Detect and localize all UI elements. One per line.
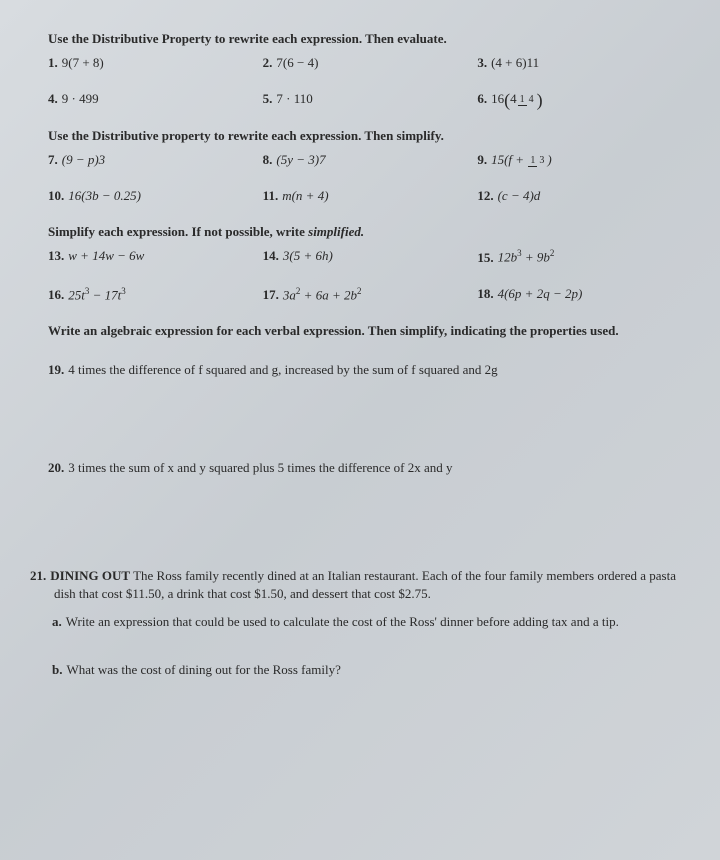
- q15: 15.12b3 + 9b2: [477, 247, 692, 267]
- q14-num: 14.: [263, 248, 279, 263]
- q8: 8.(5y − 3)7: [263, 151, 478, 169]
- section2-row2: 10. 16(3b − 0.25) 11.m(n + 4) 12. (c − 4)d: [48, 187, 692, 205]
- q14: 14. 3(5 + 6h): [263, 247, 478, 267]
- q6-num: 6.: [477, 91, 487, 106]
- q14-expr: 3(5 + 6h): [283, 248, 333, 263]
- q3-num: 3.: [477, 55, 487, 70]
- section3-heading-a: Simplify each expression. If not possibl…: [48, 224, 308, 239]
- q9-num: 9.: [477, 152, 487, 167]
- section1-row2: 4.9 · 499 5.7 · 110 6.16(414): [48, 90, 692, 108]
- q17-exp2: 2: [357, 286, 362, 296]
- q9: 9. 15(f + 13): [477, 151, 692, 169]
- q3: 3. (4 + 6)11: [477, 54, 692, 72]
- q11-num: 11.: [263, 188, 279, 203]
- q7: 7. (9 − p)3: [48, 151, 263, 169]
- q21a: a. Write an expression that could be used…: [52, 613, 692, 631]
- q6-frac-bot: 4: [527, 94, 536, 105]
- q9-b: ): [547, 152, 551, 167]
- q17: 17.3a2 + 6a + 2b2: [263, 285, 478, 305]
- section1-heading: Use the Distributive Property to rewrite…: [48, 30, 692, 48]
- q21-title: DINING OUT: [50, 568, 130, 583]
- q7-num: 7.: [48, 152, 58, 167]
- q13-expr: w + 14w − 6w: [68, 248, 144, 263]
- q10-expr: 16(3b − 0.25): [68, 188, 141, 203]
- section3-heading: Simplify each expression. If not possibl…: [48, 223, 692, 241]
- q21-text: The Ross family recently dined at an Ita…: [54, 568, 676, 601]
- q21a-text: Write an expression that could be used t…: [66, 614, 619, 629]
- q18-expr: 4(6p + 2q − 2p): [498, 286, 583, 301]
- q18: 18. 4(6p + 2q − 2p): [477, 285, 692, 305]
- q15-a: 12b: [498, 250, 518, 265]
- q16-b: − 17t: [89, 287, 121, 302]
- q19-num: 19.: [48, 362, 64, 377]
- q19: 19. 4 times the difference of f squared a…: [48, 361, 692, 379]
- q2-num: 2.: [263, 55, 273, 70]
- q4-num: 4.: [48, 91, 58, 106]
- q5: 5.7 · 110: [263, 90, 478, 108]
- q5-num: 5.: [263, 91, 273, 106]
- section4-heading: Write an algebraic expression for each v…: [48, 322, 692, 340]
- q6-frac: 14: [518, 95, 536, 105]
- q1-num: 1.: [48, 55, 58, 70]
- q15-num: 15.: [477, 250, 493, 265]
- q8-num: 8.: [263, 152, 273, 167]
- q16-exp2: 3: [121, 286, 126, 296]
- q10: 10. 16(3b − 0.25): [48, 187, 263, 205]
- q12-num: 12.: [477, 188, 493, 203]
- q15-exp2: 2: [550, 248, 555, 258]
- q11-expr: m(n + 4): [282, 188, 328, 203]
- q17-b: + 6a + 2b: [300, 287, 357, 302]
- q20-text: 3 times the sum of x and y squared plus …: [68, 460, 452, 475]
- section3-heading-b: simplified.: [308, 224, 364, 239]
- section3-row2: 16.25t3 − 17t3 17.3a2 + 6a + 2b2 18.4(6p…: [48, 285, 692, 305]
- q21b-num: b.: [52, 662, 62, 677]
- q16-num: 16.: [48, 287, 64, 302]
- q13: 13. w + 14w − 6w: [48, 247, 263, 267]
- q4-expr: 9 · 499: [62, 91, 99, 106]
- q6-a: 16: [491, 91, 504, 106]
- section2-row1: 7. (9 − p)3 8.(5y − 3)7 9. 15(f + 13): [48, 151, 692, 169]
- rparen-icon: ): [537, 90, 543, 110]
- q10-num: 10.: [48, 188, 64, 203]
- q20: 20. 3 times the sum of x and y squared pl…: [48, 459, 692, 477]
- q12-expr: (c − 4)d: [498, 188, 541, 203]
- section2-heading: Use the Distributive property to rewrite…: [48, 127, 692, 145]
- q16: 16.25t3 − 17t3: [48, 285, 263, 305]
- q4: 4. 9 · 499: [48, 90, 263, 108]
- q9-a: 15(f +: [491, 152, 527, 167]
- q21-body: 21. DINING OUT The Ross family recently d…: [30, 567, 692, 603]
- q7-expr: (9 − p)3: [62, 152, 105, 167]
- q9-frac: 13: [528, 156, 546, 166]
- q6-b: 4: [510, 91, 517, 106]
- q16-a: 25t: [68, 287, 85, 302]
- q21: 21. DINING OUT The Ross family recently d…: [30, 567, 692, 680]
- q6-frac-top: 1: [518, 94, 527, 106]
- q18-num: 18.: [477, 286, 493, 301]
- q11: 11.m(n + 4): [263, 187, 478, 205]
- q21b: b. What was the cost of dining out for th…: [52, 661, 692, 679]
- q1: 1. 9(7 + 8): [48, 54, 263, 72]
- section1-row1: 1. 9(7 + 8) 2.7(6 − 4) 3. (4 + 6)11: [48, 54, 692, 72]
- q20-num: 20.: [48, 460, 64, 475]
- q21b-text: What was the cost of dining out for the …: [66, 662, 340, 677]
- section3-row1: 13.w + 14w − 6w 14.3(5 + 6h) 15.12b3 + 9…: [48, 247, 692, 267]
- worksheet-page: Use the Distributive Property to rewrite…: [0, 0, 720, 692]
- q13-num: 13.: [48, 248, 64, 263]
- q3-expr: (4 + 6)11: [491, 55, 539, 70]
- q17-a: 3a: [283, 287, 296, 302]
- q21a-num: a.: [52, 614, 62, 629]
- q5-expr: 7 · 110: [276, 91, 312, 106]
- q19-text: 4 times the difference of f squared and …: [68, 362, 497, 377]
- q2: 2.7(6 − 4): [263, 54, 478, 72]
- q2-expr: 7(6 − 4): [276, 55, 318, 70]
- q9-frac-top: 1: [528, 155, 537, 167]
- q21-num: 21.: [30, 568, 46, 583]
- q12: 12. (c − 4)d: [477, 187, 692, 205]
- q15-b: + 9b: [522, 250, 550, 265]
- q1-expr: 9(7 + 8): [62, 55, 104, 70]
- q6: 6.16(414): [477, 90, 692, 108]
- q8-expr: (5y − 3)7: [276, 152, 325, 167]
- q9-frac-bot: 3: [537, 155, 546, 166]
- q17-num: 17.: [263, 287, 279, 302]
